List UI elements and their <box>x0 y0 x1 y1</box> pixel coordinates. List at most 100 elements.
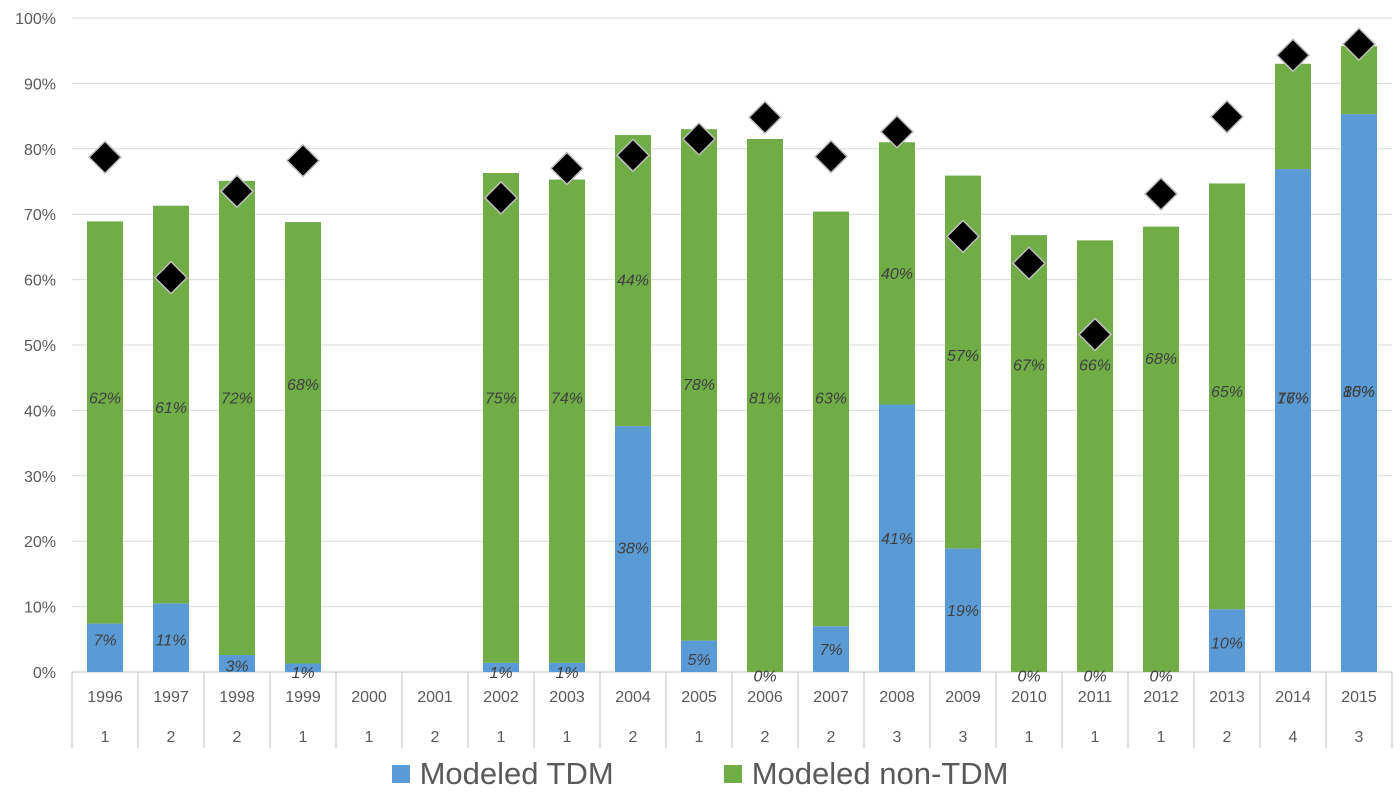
y-tick-label: 100% <box>15 11 56 28</box>
data-label-tdm: 41% <box>881 531 913 548</box>
x-tick-label-year: 2015 <box>1341 689 1377 706</box>
data-label-tdm: 10% <box>1211 636 1243 653</box>
data-label-tdm: 5% <box>687 652 710 669</box>
data-label-non-tdm: 62% <box>89 390 121 407</box>
data-label-tdm: 7% <box>93 632 116 649</box>
x-tick-label-count: 1 <box>1025 729 1034 746</box>
bar-tdm <box>219 654 255 672</box>
bar-tdm <box>879 404 915 672</box>
x-tick-label-year: 2009 <box>945 689 981 706</box>
y-tick-label: 50% <box>24 338 56 355</box>
x-tick-label-count: 1 <box>299 729 308 746</box>
data-label-non-tdm: 10% <box>1343 384 1375 401</box>
data-label-non-tdm: 75% <box>485 390 517 407</box>
bar-non-tdm <box>1077 240 1113 673</box>
x-tick-label-count: 1 <box>365 729 374 746</box>
bar-non-tdm <box>1143 226 1179 672</box>
x-tick-label-year: 2010 <box>1011 689 1047 706</box>
bar-tdm <box>549 662 585 672</box>
data-label-non-tdm: 44% <box>617 273 649 290</box>
data-label-non-tdm: 61% <box>155 400 187 417</box>
data-label-tdm: 19% <box>947 603 979 620</box>
bar-tdm <box>813 626 849 672</box>
x-tick-label-count: 2 <box>1223 729 1232 746</box>
legend-item-tdm[interactable]: Modeled TDM <box>391 756 614 792</box>
stacked-bar-chart: 0%10%20%30%40%50%60%70%80%90%100%62%7%61… <box>15 11 1393 748</box>
x-tick-label-count: 2 <box>629 729 638 746</box>
data-label-tdm: 3% <box>225 658 248 675</box>
x-tick-label-year: 1997 <box>153 689 189 706</box>
bar-non-tdm <box>747 138 783 673</box>
x-tick-label-count: 2 <box>431 729 440 746</box>
x-tick-label-year: 2004 <box>615 689 651 706</box>
bar-non-tdm <box>681 129 717 641</box>
data-label-non-tdm: 74% <box>551 390 583 407</box>
legend: Modeled TDM Modeled non-TDM <box>0 752 1400 796</box>
data-label-tdm: 38% <box>617 541 649 558</box>
diamond-point <box>1341 27 1377 62</box>
x-tick-label-count: 2 <box>167 729 176 746</box>
x-tick-label-year: 2002 <box>483 689 519 706</box>
x-tick-label-count: 1 <box>497 729 506 746</box>
legend-item-non-tdm[interactable]: Modeled non-TDM <box>723 756 1009 792</box>
data-label-non-tdm: 67% <box>1013 358 1045 375</box>
bar-non-tdm <box>615 135 651 427</box>
x-tick-label-count: 4 <box>1289 729 1298 746</box>
diamond-point <box>747 100 783 135</box>
data-label-non-tdm: 66% <box>1079 358 1111 375</box>
bar-tdm <box>285 663 321 672</box>
y-tick-label: 90% <box>24 76 56 93</box>
data-label-non-tdm: 57% <box>947 348 979 365</box>
x-tick-label-year: 2007 <box>813 689 849 706</box>
y-tick-label: 60% <box>24 273 56 290</box>
diamond-point <box>483 180 519 215</box>
diamond-point <box>549 151 585 186</box>
x-tick-label-count: 1 <box>1157 729 1166 746</box>
x-tick-label-count: 2 <box>233 729 242 746</box>
diamond-point <box>615 138 651 173</box>
x-tick-label-year: 2000 <box>351 689 387 706</box>
data-label-tdm: 7% <box>819 642 842 659</box>
diamond-point <box>1143 176 1179 211</box>
legend-label-tdm: Modeled TDM <box>419 756 614 791</box>
bar-tdm <box>1209 609 1245 672</box>
bar-non-tdm <box>549 179 585 663</box>
bar-tdm <box>483 662 519 672</box>
y-tick-label: 0% <box>33 665 56 682</box>
x-tick-label-count: 1 <box>695 729 704 746</box>
x-tick-label-year: 2014 <box>1275 689 1311 706</box>
data-label-non-tdm: 16% <box>1277 390 1309 407</box>
x-tick-label-year: 2003 <box>549 689 585 706</box>
x-tick-label-year: 2013 <box>1209 689 1245 706</box>
diamond-point <box>285 143 321 178</box>
bar-non-tdm <box>285 222 321 664</box>
y-tick-label: 40% <box>24 403 56 420</box>
diamond-point <box>153 260 189 295</box>
data-label-tdm: 0% <box>753 668 776 685</box>
data-label-tdm: 85% <box>1343 384 1375 401</box>
data-label-non-tdm: 81% <box>749 390 781 407</box>
data-label-tdm: 11% <box>156 632 187 649</box>
x-tick-label-count: 1 <box>1091 729 1100 746</box>
bar-tdm <box>1341 114 1377 672</box>
data-label-tdm: 0% <box>1083 668 1106 685</box>
data-label-non-tdm: 78% <box>683 377 715 394</box>
x-tick-label-year: 2006 <box>747 689 783 706</box>
data-label-tdm: 0% <box>1149 668 1172 685</box>
x-tick-label-count: 1 <box>101 729 110 746</box>
diamond-point <box>879 114 915 149</box>
diamond-point <box>1011 246 1047 281</box>
x-tick-label-count: 3 <box>893 729 902 746</box>
data-label-non-tdm: 65% <box>1211 384 1243 401</box>
y-tick-label: 80% <box>24 142 56 159</box>
legend-label-non-tdm: Modeled non-TDM <box>751 756 1009 791</box>
legend-swatch-non-tdm <box>723 765 742 783</box>
diamond-point <box>1275 38 1311 73</box>
diamond-point <box>945 219 981 254</box>
x-tick-label-count: 1 <box>563 729 572 746</box>
x-tick-label-year: 1998 <box>219 689 255 706</box>
y-tick-label: 70% <box>24 207 56 224</box>
y-tick-label: 10% <box>24 600 56 617</box>
x-tick-label-year: 2012 <box>1143 689 1179 706</box>
